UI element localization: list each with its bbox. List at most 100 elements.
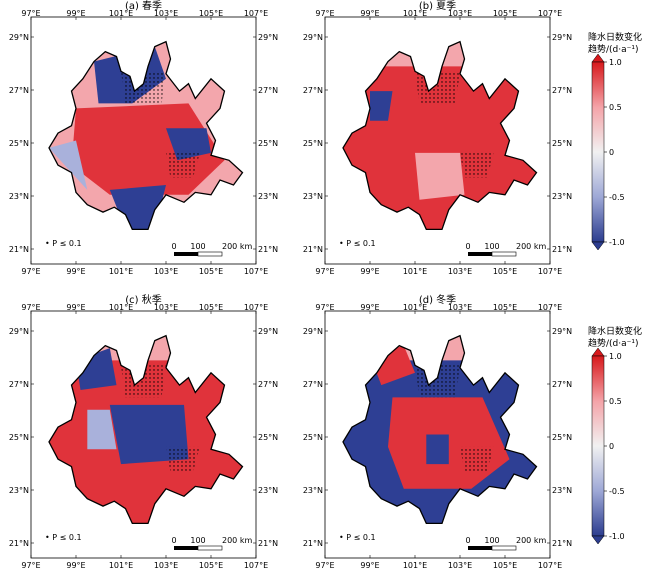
lat-tick-right: 25°N — [552, 433, 572, 442]
lat-tick-left: 23°N — [9, 486, 29, 495]
lon-tick-bottom: 105°E — [199, 561, 223, 570]
lon-tick-top: 105°E — [199, 9, 223, 18]
lon-tick-top: 99°E — [66, 303, 85, 312]
lat-tick-left: 29°N — [303, 327, 323, 336]
colorbar-tick: -1.0 — [609, 532, 625, 541]
lat-tick-right: 29°N — [258, 327, 278, 336]
province-outline — [342, 334, 538, 525]
lat-tick-left: 23°N — [9, 192, 29, 201]
lon-tick-top: 99°E — [360, 9, 379, 18]
lon-tick-bottom: 103°E — [154, 267, 178, 276]
lat-tick-right: 29°N — [552, 33, 572, 42]
scalebar-label: 200 km — [222, 242, 252, 251]
scalebar-label: 0 — [465, 242, 470, 251]
lon-tick-bottom: 101°E — [403, 561, 427, 570]
lon-tick-top: 99°E — [360, 303, 379, 312]
lon-tick-bottom: 97°E — [315, 561, 334, 570]
scalebar-label: 100 — [484, 242, 499, 251]
scalebar-label: 200 km — [516, 242, 546, 251]
scalebar-label: 100 — [190, 242, 205, 251]
lat-tick-left: 27°N — [303, 380, 323, 389]
lon-tick-top: 101°E — [109, 9, 133, 18]
lat-tick-left: 25°N — [303, 433, 323, 442]
lat-tick-left: 21°N — [9, 539, 29, 548]
lat-tick-right: 27°N — [552, 86, 572, 95]
lon-tick-bottom: 105°E — [493, 267, 517, 276]
lon-tick-bottom: 97°E — [315, 267, 334, 276]
lat-tick-right: 21°N — [258, 245, 278, 254]
colorbar-ramp — [591, 61, 605, 243]
panel-b: (b) 夏季 97°E 97°E 99°E 99°E 101°E 101°E 103°E 103… — [303, 0, 572, 276]
lat-tick-right: 23°N — [258, 192, 278, 201]
province-outline — [342, 40, 538, 231]
lon-tick-top: 105°E — [493, 9, 517, 18]
lon-tick-bottom: 103°E — [154, 561, 178, 570]
lat-tick-left: 25°N — [9, 433, 29, 442]
colorbar-tick: -0.5 — [609, 487, 625, 496]
scalebar-label: 200 km — [516, 536, 546, 545]
lat-tick-right: 21°N — [258, 539, 278, 548]
lon-tick-bottom: 101°E — [109, 267, 133, 276]
lon-tick-bottom: 97°E — [21, 267, 40, 276]
significance-label: • P ≤ 0.1 — [45, 239, 82, 248]
lon-tick-top: 97°E — [315, 303, 334, 312]
lon-tick-bottom: 107°E — [244, 561, 268, 570]
panel-title: (a) 春季 — [125, 0, 162, 12]
lon-tick-top: 97°E — [21, 303, 40, 312]
lon-tick-bottom: 107°E — [244, 267, 268, 276]
panel-title: (b) 夏季 — [419, 0, 456, 12]
significance-label: • P ≤ 0.1 — [45, 533, 82, 542]
lon-tick-top: 103°E — [154, 9, 178, 18]
lat-tick-right: 27°N — [258, 380, 278, 389]
lon-tick-bottom: 99°E — [66, 267, 85, 276]
lat-tick-left: 21°N — [303, 245, 323, 254]
lat-tick-left: 23°N — [303, 486, 323, 495]
lat-tick-right: 23°N — [258, 486, 278, 495]
lon-tick-bottom: 103°E — [448, 561, 472, 570]
lon-tick-top: 97°E — [315, 9, 334, 18]
colorbar-tick: 0 — [609, 442, 614, 451]
colorbar-tick: -0.5 — [609, 193, 625, 202]
colorbar-title-line1: 降水日数变化 — [588, 31, 642, 43]
lon-tick-bottom: 105°E — [199, 267, 223, 276]
lat-tick-right: 23°N — [552, 486, 572, 495]
lat-tick-left: 27°N — [303, 86, 323, 95]
lon-tick-top: 107°E — [538, 303, 562, 312]
lon-tick-top: 101°E — [109, 303, 133, 312]
lon-tick-top: 107°E — [538, 9, 562, 18]
lon-tick-bottom: 99°E — [360, 561, 379, 570]
lon-tick-bottom: 105°E — [493, 561, 517, 570]
colorbar-tick: 0.5 — [609, 103, 622, 112]
lat-tick-left: 21°N — [9, 245, 29, 254]
colorbar-tick: -1.0 — [609, 238, 625, 247]
lat-tick-left: 25°N — [303, 139, 323, 148]
lat-tick-left: 29°N — [9, 33, 29, 42]
lon-tick-bottom: 99°E — [66, 561, 85, 570]
panel-title: (c) 秋季 — [125, 293, 161, 306]
lon-tick-bottom: 97°E — [21, 561, 40, 570]
colorbar-tick: 0 — [609, 148, 614, 157]
province-outline — [48, 334, 244, 525]
lon-tick-top: 105°E — [493, 303, 517, 312]
colorbar-tick: 0.5 — [609, 397, 622, 406]
lon-tick-bottom: 101°E — [109, 561, 133, 570]
lat-tick-right: 21°N — [552, 245, 572, 254]
lat-tick-right: 25°N — [258, 139, 278, 148]
lat-tick-left: 29°N — [9, 327, 29, 336]
lat-tick-left: 29°N — [303, 33, 323, 42]
colorbar-title-line2: 趋势/(d·a⁻¹) — [588, 337, 639, 349]
lon-tick-top: 103°E — [154, 303, 178, 312]
panel-a: (a) 春季 97°E 97°E 99°E 99°E 101°E 101°E 103°E 103… — [9, 0, 278, 276]
lat-tick-right: 25°N — [258, 433, 278, 442]
lon-tick-bottom: 99°E — [360, 267, 379, 276]
colorbar-title-line2: 趋势/(d·a⁻¹) — [588, 43, 639, 55]
lat-tick-left: 25°N — [9, 139, 29, 148]
scalebar-label: 100 — [484, 536, 499, 545]
lon-tick-top: 107°E — [244, 9, 268, 18]
significance-label: • P ≤ 0.1 — [339, 533, 376, 542]
colorbar-ramp — [591, 355, 605, 537]
lat-tick-right: 21°N — [552, 539, 572, 548]
